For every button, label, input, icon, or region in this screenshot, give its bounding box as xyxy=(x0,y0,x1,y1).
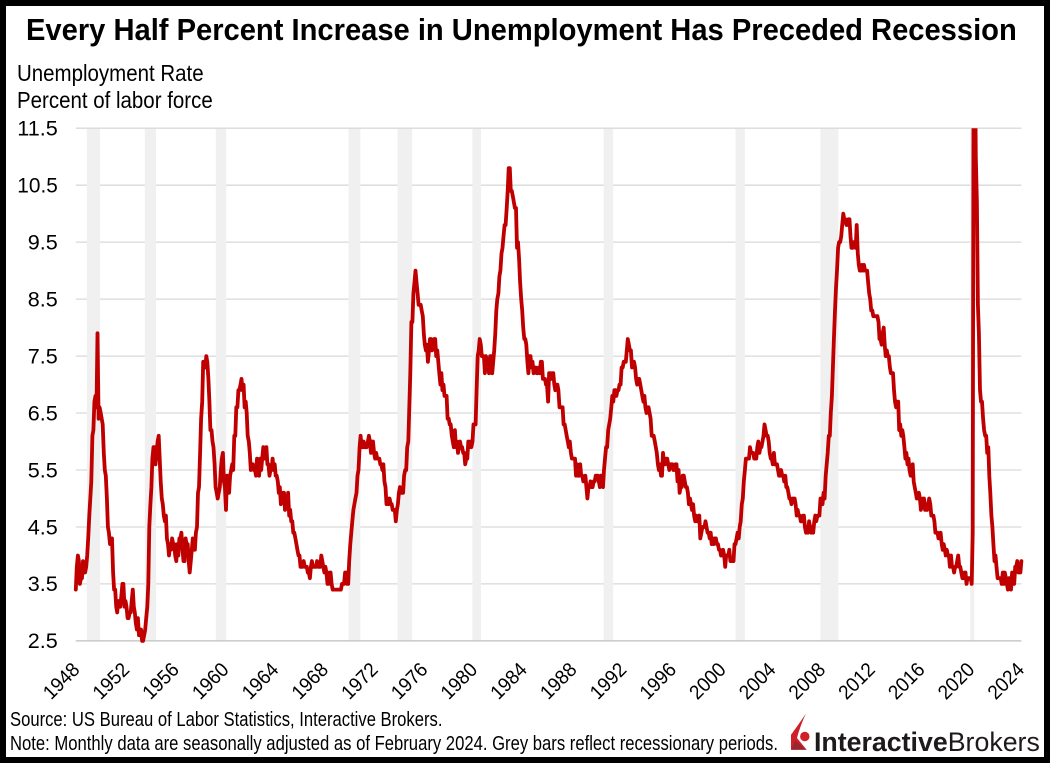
svg-text:2016: 2016 xyxy=(884,659,929,704)
svg-text:1976: 1976 xyxy=(387,659,432,704)
svg-text:11.5: 11.5 xyxy=(17,118,58,141)
svg-text:4.5: 4.5 xyxy=(28,516,58,539)
svg-text:5.5: 5.5 xyxy=(28,459,58,482)
svg-text:3.5: 3.5 xyxy=(28,573,58,596)
svg-text:6.5: 6.5 xyxy=(28,402,58,425)
svg-text:2004: 2004 xyxy=(735,659,780,704)
svg-text:1964: 1964 xyxy=(238,659,283,704)
svg-text:2020: 2020 xyxy=(934,659,979,704)
svg-text:1968: 1968 xyxy=(288,659,333,704)
svg-text:2.5: 2.5 xyxy=(28,630,58,653)
svg-text:2012: 2012 xyxy=(834,659,879,704)
svg-text:1952: 1952 xyxy=(89,659,134,704)
svg-text:10.5: 10.5 xyxy=(17,175,58,198)
svg-text:1996: 1996 xyxy=(636,659,681,704)
svg-text:1984: 1984 xyxy=(486,659,531,704)
svg-text:2000: 2000 xyxy=(685,659,730,704)
svg-text:7.5: 7.5 xyxy=(28,345,58,368)
svg-text:1960: 1960 xyxy=(188,659,233,704)
svg-text:2008: 2008 xyxy=(785,659,830,704)
svg-text:1948: 1948 xyxy=(39,659,84,704)
svg-text:1988: 1988 xyxy=(536,659,581,704)
svg-text:1980: 1980 xyxy=(437,659,482,704)
svg-text:9.5: 9.5 xyxy=(28,231,58,254)
svg-text:1972: 1972 xyxy=(337,659,382,704)
svg-text:1992: 1992 xyxy=(586,659,631,704)
svg-text:8.5: 8.5 xyxy=(28,288,58,311)
svg-text:2024: 2024 xyxy=(984,659,1029,704)
svg-text:1956: 1956 xyxy=(138,659,183,704)
